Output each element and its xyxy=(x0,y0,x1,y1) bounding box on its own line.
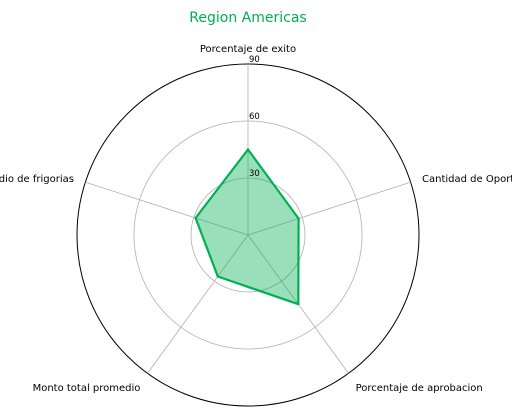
radial-tick-label: 90 xyxy=(249,55,260,65)
chart-title: Region Americas xyxy=(189,10,306,26)
spoke-line xyxy=(147,234,249,374)
category-label: Promedio de frigorias xyxy=(0,174,74,185)
data-point xyxy=(297,217,300,220)
data-point xyxy=(297,302,300,306)
data-point xyxy=(216,275,220,278)
spoke-line xyxy=(85,181,249,236)
category-label: Cantidad de Oportunidades xyxy=(422,174,512,185)
radial-tick-labels: 30 60 90 xyxy=(249,55,260,179)
radial-tick-label: 30 xyxy=(249,169,260,179)
category-label: Monto total promedio xyxy=(33,383,141,394)
data-point xyxy=(194,216,197,220)
radar-series xyxy=(194,148,300,306)
category-label: Porcentaje de exito xyxy=(200,44,296,55)
category-labels: Porcentaje de exito Cantidad de Oportunid… xyxy=(0,44,512,394)
spoke-line xyxy=(247,181,411,236)
series-line xyxy=(194,148,300,306)
radial-tick-label: 60 xyxy=(249,112,260,122)
series-area xyxy=(195,149,299,305)
category-label: Porcentaje de aprobacion xyxy=(356,383,483,394)
data-point xyxy=(246,148,250,151)
